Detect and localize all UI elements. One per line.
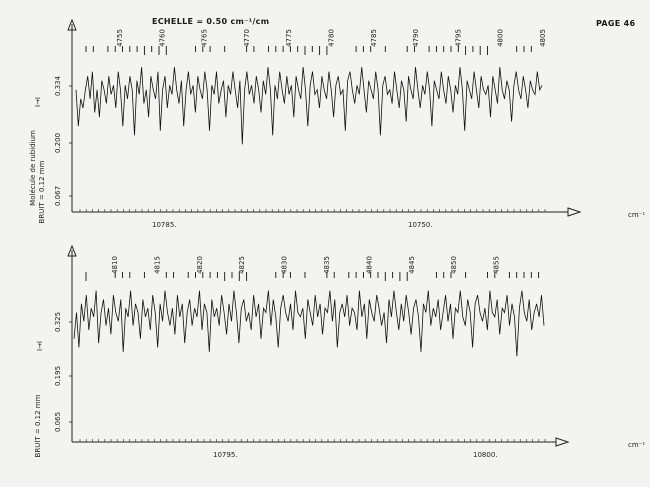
- chart-bottom: 4810 4815 4820 4825 4830 4835 4840 4845 4850 4855…: [34, 244, 645, 459]
- line-number-label-bottom: 4855: [493, 256, 501, 274]
- line-number-label-bottom: 4840: [365, 256, 373, 274]
- y-label-bottom-noise: BRUIT = 0.12 mm: [34, 394, 42, 457]
- y-tick-label-top-1: 0.200: [54, 133, 62, 153]
- x-tick-label-bottom-1: 10800.: [473, 451, 498, 459]
- line-number-label-top: 4775: [285, 29, 293, 47]
- scale-label: ECHELLE = 0.50 cm⁻¹/cm: [152, 17, 270, 26]
- y-tick-label-bottom-0: 0.325: [54, 312, 62, 332]
- line-number-label-bottom: 4815: [153, 256, 161, 274]
- line-number-label-bottom: 4825: [238, 256, 246, 274]
- line-number-label-top: 4795: [454, 29, 462, 47]
- y-label-top-noise: BRUIT = 0.12 mm: [38, 160, 46, 223]
- spectrum-trace-top: [75, 67, 543, 145]
- line-number-label-bottom: 4845: [408, 256, 416, 274]
- x-axis-arrow-bottom: [555, 437, 570, 447]
- y-tick-marks-bottom: [69, 321, 72, 423]
- y-tick-label-bottom-1: 0.195: [54, 366, 62, 386]
- line-number-label-top: 4780: [328, 29, 336, 47]
- line-number-label-bottom: 4810: [111, 256, 119, 274]
- y-tick-label-top-2: 0.067: [54, 186, 62, 206]
- line-number-label-top: 4785: [370, 29, 378, 47]
- line-number-label-top: 4770: [243, 29, 251, 47]
- y-tick-label-bottom-2: 0.065: [54, 412, 62, 432]
- line-number-label-top: 4800: [497, 29, 505, 47]
- page-number: PAGE 46: [596, 19, 636, 28]
- line-number-label-top: 4760: [158, 29, 166, 47]
- line-number-label-top: 4755: [116, 29, 124, 47]
- line-number-label-bottom: 4850: [450, 256, 458, 274]
- x-tick-label-top-1: 10750.: [408, 221, 433, 229]
- y-tick-label-top-0: 0.334: [54, 75, 62, 96]
- y-axis-arrow-bottom: [67, 244, 77, 257]
- x-axis-arrow-top: [567, 207, 582, 217]
- molecule-label: Molécule de rubidium: [29, 130, 37, 206]
- x-minor-ticks-bottom: [79, 439, 546, 442]
- y-tick-marks-top: [69, 85, 72, 197]
- line-number-label-top: 4805: [539, 29, 547, 47]
- unit-label-bottom: cm⁻¹: [628, 441, 645, 449]
- line-markers-bottom: 4810 4815 4820 4825 4830 4835 4840 4845 4850 4855: [85, 256, 540, 281]
- line-number-label-bottom: 4830: [281, 256, 289, 274]
- spectrum-trace-bottom: [73, 290, 545, 357]
- y-label-bottom-arrow: I→I: [36, 341, 44, 351]
- line-number-label-bottom: 4835: [323, 256, 331, 274]
- x-tick-label-top-0: 10785.: [152, 221, 177, 229]
- line-number-label-bottom: 4820: [196, 256, 204, 274]
- y-axis-arrow-top: [67, 18, 77, 31]
- x-minor-ticks-top: [79, 209, 546, 212]
- line-number-label-top: 4765: [201, 29, 209, 47]
- x-tick-label-bottom-0: 10795.: [213, 451, 238, 459]
- unit-label-top: cm⁻¹: [628, 211, 645, 219]
- y-label-top-arrow: I→I: [34, 97, 42, 107]
- line-number-label-top: 4790: [412, 29, 420, 47]
- chart-top: 4755 4760 4765 4770 4775 4780 4785 4790 4795 4800…: [29, 18, 645, 229]
- line-markers-top: 4755 4760 4765 4770 4775 4780 4785 4790 4795 4800…: [85, 29, 547, 55]
